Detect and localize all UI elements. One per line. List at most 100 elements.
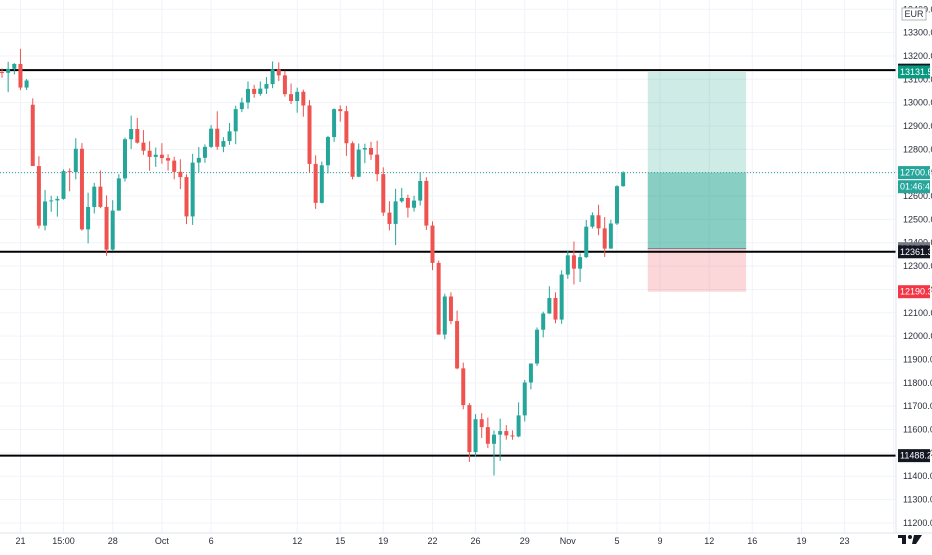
candle xyxy=(608,219,613,249)
candle xyxy=(98,170,103,209)
candle xyxy=(510,430,515,440)
candle xyxy=(418,172,423,206)
candle xyxy=(319,161,324,204)
candle-body xyxy=(356,149,361,177)
candle-body xyxy=(615,186,619,224)
candle xyxy=(227,123,232,145)
candle xyxy=(172,156,177,180)
candle xyxy=(24,78,29,91)
time-tick-label: 9 xyxy=(658,536,663,546)
candle xyxy=(215,111,220,150)
candle-body xyxy=(92,186,97,207)
candle xyxy=(239,97,244,113)
target-zone xyxy=(647,71,747,249)
candle xyxy=(289,83,294,105)
price-badge: 12361.3 xyxy=(898,245,932,259)
candle-body xyxy=(98,186,103,207)
price-badge-text: 13131.5 xyxy=(900,67,932,77)
candle-body xyxy=(504,431,509,436)
candle-body xyxy=(510,435,515,437)
time-tick-label: 21 xyxy=(15,536,25,546)
candle xyxy=(565,250,570,279)
candle xyxy=(602,217,607,257)
candle-body xyxy=(153,154,158,157)
candle-body xyxy=(418,180,423,201)
candle-body xyxy=(282,75,287,95)
stop-zone xyxy=(647,248,747,292)
time-axis: 21 15:00 28 Oct 6 12 15 19 22 26 29 Nov 5 9 12 16 19 23 xyxy=(15,536,849,546)
candle xyxy=(209,125,214,149)
candle xyxy=(430,221,435,271)
candle-body xyxy=(215,128,220,147)
candle-body xyxy=(516,415,521,437)
currency-text: EUR xyxy=(904,9,924,19)
time-tick-label: 5 xyxy=(614,536,619,546)
candle xyxy=(344,105,349,156)
candle xyxy=(492,430,496,476)
candle xyxy=(233,105,238,145)
candle-body xyxy=(375,154,380,175)
candle xyxy=(547,286,552,314)
candle-body xyxy=(110,210,115,250)
candle xyxy=(246,81,250,109)
time-tick-label: 12 xyxy=(704,536,714,546)
candle-body xyxy=(590,215,595,227)
time-tick-label: 6 xyxy=(209,536,214,546)
time-tick-label: 23 xyxy=(840,536,850,546)
candle-body xyxy=(79,148,84,230)
candle-body xyxy=(6,68,11,73)
price-badge-box xyxy=(898,65,930,79)
candle xyxy=(578,253,583,282)
currency-label: EUR xyxy=(901,7,927,21)
price-badge-text: 01:46:42 xyxy=(900,182,932,192)
candle-body xyxy=(547,297,552,314)
candle xyxy=(295,87,300,113)
candle xyxy=(498,418,503,461)
price-badge: 12700.6 xyxy=(898,166,932,180)
candle xyxy=(528,363,533,390)
candle xyxy=(129,115,134,149)
price-badge-text: 12700.6 xyxy=(900,168,932,178)
candle-body xyxy=(387,212,392,224)
candle-body xyxy=(196,157,201,163)
candle xyxy=(615,185,619,225)
time-tick-label: 19 xyxy=(378,536,388,546)
candle xyxy=(584,219,589,259)
candle-body xyxy=(332,109,337,138)
candle-body xyxy=(221,141,226,147)
price-badge-box xyxy=(898,180,930,194)
candle xyxy=(467,403,472,462)
price-tick-label: 13000.0 xyxy=(903,98,932,108)
candle-body xyxy=(621,172,626,187)
price-badge: 13131.5 xyxy=(898,65,932,79)
candle-body xyxy=(522,382,527,416)
candle-body xyxy=(49,200,54,202)
candle-body xyxy=(258,88,263,94)
candle xyxy=(369,141,373,160)
candle xyxy=(6,61,11,93)
price-tick-label: 13100.0 xyxy=(903,74,932,84)
candle xyxy=(104,195,109,256)
candle-body xyxy=(602,228,607,249)
candle-body xyxy=(86,206,91,230)
tradingview-logo xyxy=(898,535,922,544)
candle-body xyxy=(313,163,318,203)
candle-body xyxy=(541,313,546,330)
candle xyxy=(455,310,460,370)
candle xyxy=(412,195,417,212)
candle-body xyxy=(116,178,121,211)
price-tick-label: 11700.0 xyxy=(903,401,932,411)
candle xyxy=(393,188,398,246)
candle-body xyxy=(492,434,496,444)
candle-body xyxy=(369,148,373,155)
candle-body xyxy=(571,255,576,269)
candle-body xyxy=(479,419,484,428)
candle-body xyxy=(498,431,503,435)
candle xyxy=(252,84,257,98)
candle-body xyxy=(172,160,177,172)
candle-body xyxy=(430,225,435,263)
candle-body xyxy=(276,69,281,76)
candle xyxy=(116,174,121,211)
candle-body xyxy=(129,129,134,140)
